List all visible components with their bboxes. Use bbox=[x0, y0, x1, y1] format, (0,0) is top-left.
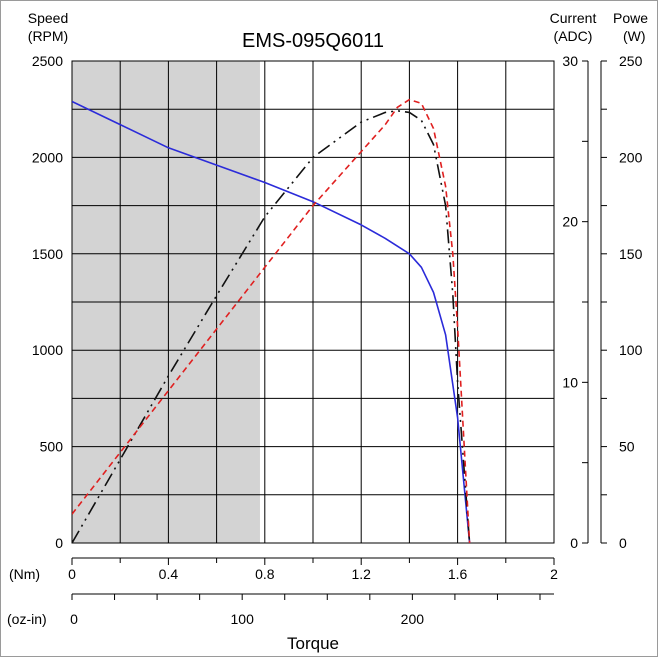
power-tick-label: 250 bbox=[619, 53, 643, 69]
power-tick-label: 100 bbox=[619, 342, 643, 358]
current-axis-label-line1: Current bbox=[550, 10, 597, 26]
current-tick-label: 30 bbox=[562, 53, 578, 69]
nm-tick-label: 0.8 bbox=[255, 566, 275, 582]
speed-tick-label: 500 bbox=[40, 439, 64, 455]
nm-unit-label: (Nm) bbox=[9, 566, 40, 582]
current-tick-label: 10 bbox=[562, 374, 578, 390]
speed-tick-label: 2500 bbox=[32, 53, 63, 69]
power-tick-label: 200 bbox=[619, 149, 643, 165]
speed-axis-label-line1: Speed bbox=[28, 10, 68, 26]
nm-tick-label: 2 bbox=[550, 566, 558, 582]
power-axis-label-line2: (W) bbox=[623, 28, 646, 44]
nm-tick-label: 0 bbox=[68, 566, 76, 582]
current-tick-label: 0 bbox=[570, 535, 578, 551]
speed-tick-label: 1000 bbox=[32, 342, 63, 358]
x-axis-title: Torque bbox=[287, 634, 339, 653]
nm-tick-label: 1.2 bbox=[351, 566, 371, 582]
ozin-tick-label: 0 bbox=[70, 611, 78, 627]
nm-tick-label: 1.6 bbox=[448, 566, 468, 582]
speed-axis-label-line2: (RPM) bbox=[28, 28, 68, 44]
current-axis-label-line2: (ADC) bbox=[554, 28, 593, 44]
current-curve bbox=[72, 110, 471, 543]
nm-tick-label: 0.4 bbox=[159, 566, 179, 582]
speed-tick-label: 0 bbox=[55, 535, 63, 551]
plot-border bbox=[71, 60, 555, 544]
chart-title: EMS-095Q6011 bbox=[242, 30, 384, 52]
speed-tick-label: 1500 bbox=[32, 246, 63, 262]
power-tick-label: 150 bbox=[619, 246, 643, 262]
ozin-unit-label: (oz-in) bbox=[7, 611, 47, 627]
power-tick-label: 0 bbox=[619, 535, 627, 551]
speed-curve bbox=[72, 100, 471, 543]
power-axis-label-line1: Powe bbox=[613, 10, 648, 26]
power-tick-label: 50 bbox=[619, 439, 635, 455]
ozin-tick-label: 100 bbox=[231, 611, 255, 627]
speed-tick-label: 2000 bbox=[32, 149, 63, 165]
ozin-tick-label: 200 bbox=[401, 611, 425, 627]
current-tick-label: 20 bbox=[562, 214, 578, 230]
power-curve bbox=[72, 98, 471, 543]
